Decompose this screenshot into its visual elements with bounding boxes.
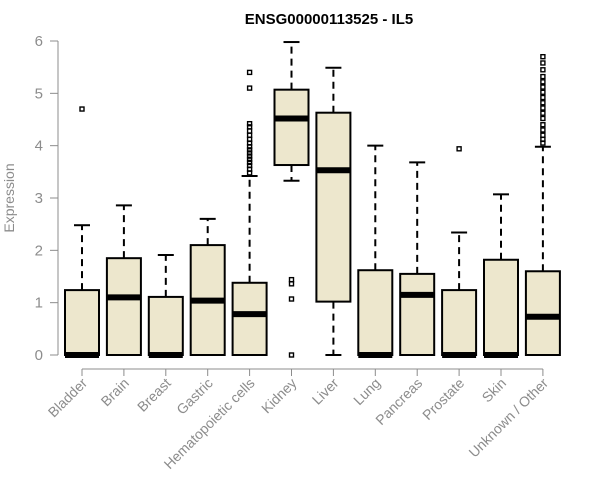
box-hematopoietic-cells (231, 69, 268, 356)
y-axis-label: Expression (1, 163, 17, 232)
outlier-point (246, 156, 253, 162)
outlier-point (540, 94, 546, 101)
box-prostate (441, 146, 478, 358)
outlier-point (540, 122, 546, 128)
plot-area (64, 41, 561, 358)
outlier-point (246, 150, 253, 156)
x-tick-label-skin: Skin (479, 375, 510, 406)
outlier-point (246, 69, 253, 76)
box-lung (357, 144, 394, 358)
iqr-box (147, 295, 184, 357)
x-tick-label-breast: Breast (134, 375, 174, 415)
iqr-box (64, 289, 100, 356)
outlier-point (246, 120, 253, 127)
outlier-point (246, 162, 253, 169)
iqr-box (357, 269, 394, 356)
x-tick-label-kidney: Kidney (258, 375, 300, 417)
iqr-box (524, 270, 561, 356)
outlier-point (246, 153, 253, 159)
outlier-point (540, 127, 546, 133)
iqr-box (273, 88, 310, 167)
y-axis: 0 1 2 3 4 5 6 (35, 33, 59, 364)
iqr-box (399, 272, 436, 356)
outlier-point (288, 281, 295, 287)
outlier-point (79, 106, 85, 112)
outlier-point (540, 54, 546, 60)
x-tick-label-liver: Liver (309, 375, 342, 408)
y-tick-label: 5 (35, 85, 43, 102)
outlier-point (540, 115, 546, 122)
chart-title: ENSG00000113525 - IL5 (245, 11, 413, 28)
outlier-point (246, 128, 253, 134)
outlier-point (540, 89, 546, 95)
x-tick-label-lung: Lung (350, 375, 383, 408)
outlier-point (246, 124, 253, 130)
outlier-point (540, 105, 546, 111)
outlier-point (288, 296, 295, 302)
box-breast (147, 254, 184, 358)
outlier-point (246, 85, 253, 91)
outlier-point (540, 84, 546, 90)
outlier-point (246, 132, 253, 138)
y-tick-label: 6 (35, 33, 43, 50)
box-skin (483, 193, 519, 358)
x-tick-label-bladder: Bladder (45, 375, 91, 421)
outlier-point (246, 147, 253, 153)
outlier-point (456, 146, 462, 152)
outlier-point (288, 352, 295, 358)
outlier-point (246, 159, 253, 166)
y-tick-label: 0 (35, 347, 43, 364)
y-tick-label: 3 (35, 190, 43, 207)
iqr-box (105, 257, 142, 356)
box-liver (315, 66, 352, 356)
y-tick-label: 1 (35, 295, 43, 312)
box-gastric (189, 217, 226, 357)
x-tick-label-prostate: Prostate (419, 375, 467, 423)
outlier-point (540, 60, 546, 66)
outlier-point (288, 276, 295, 283)
y-tick-label: 2 (35, 242, 43, 259)
box-bladder (64, 106, 100, 358)
outlier-point (540, 100, 546, 106)
outlier-point (540, 79, 546, 85)
box-pancreas (399, 161, 436, 356)
iqr-box (441, 289, 478, 356)
outlier-point (246, 136, 253, 143)
outlier-point (540, 110, 546, 116)
box-unknown-other (524, 54, 561, 356)
box-kidney (273, 41, 310, 358)
box-brain (105, 204, 142, 356)
x-tick-label-pancreas: Pancreas (372, 375, 425, 428)
iqr-box (315, 111, 352, 303)
y-tick-label: 4 (35, 138, 43, 155)
x-tick-label-brain: Brain (98, 375, 132, 409)
iqr-box (483, 258, 519, 356)
outlier-point (540, 67, 546, 73)
iqr-box (231, 281, 268, 356)
outlier-point (540, 132, 546, 138)
x-tick-label-unknown-other: Unknown / Other (465, 375, 551, 461)
outlier-point (540, 73, 546, 80)
outlier-point (540, 136, 546, 143)
